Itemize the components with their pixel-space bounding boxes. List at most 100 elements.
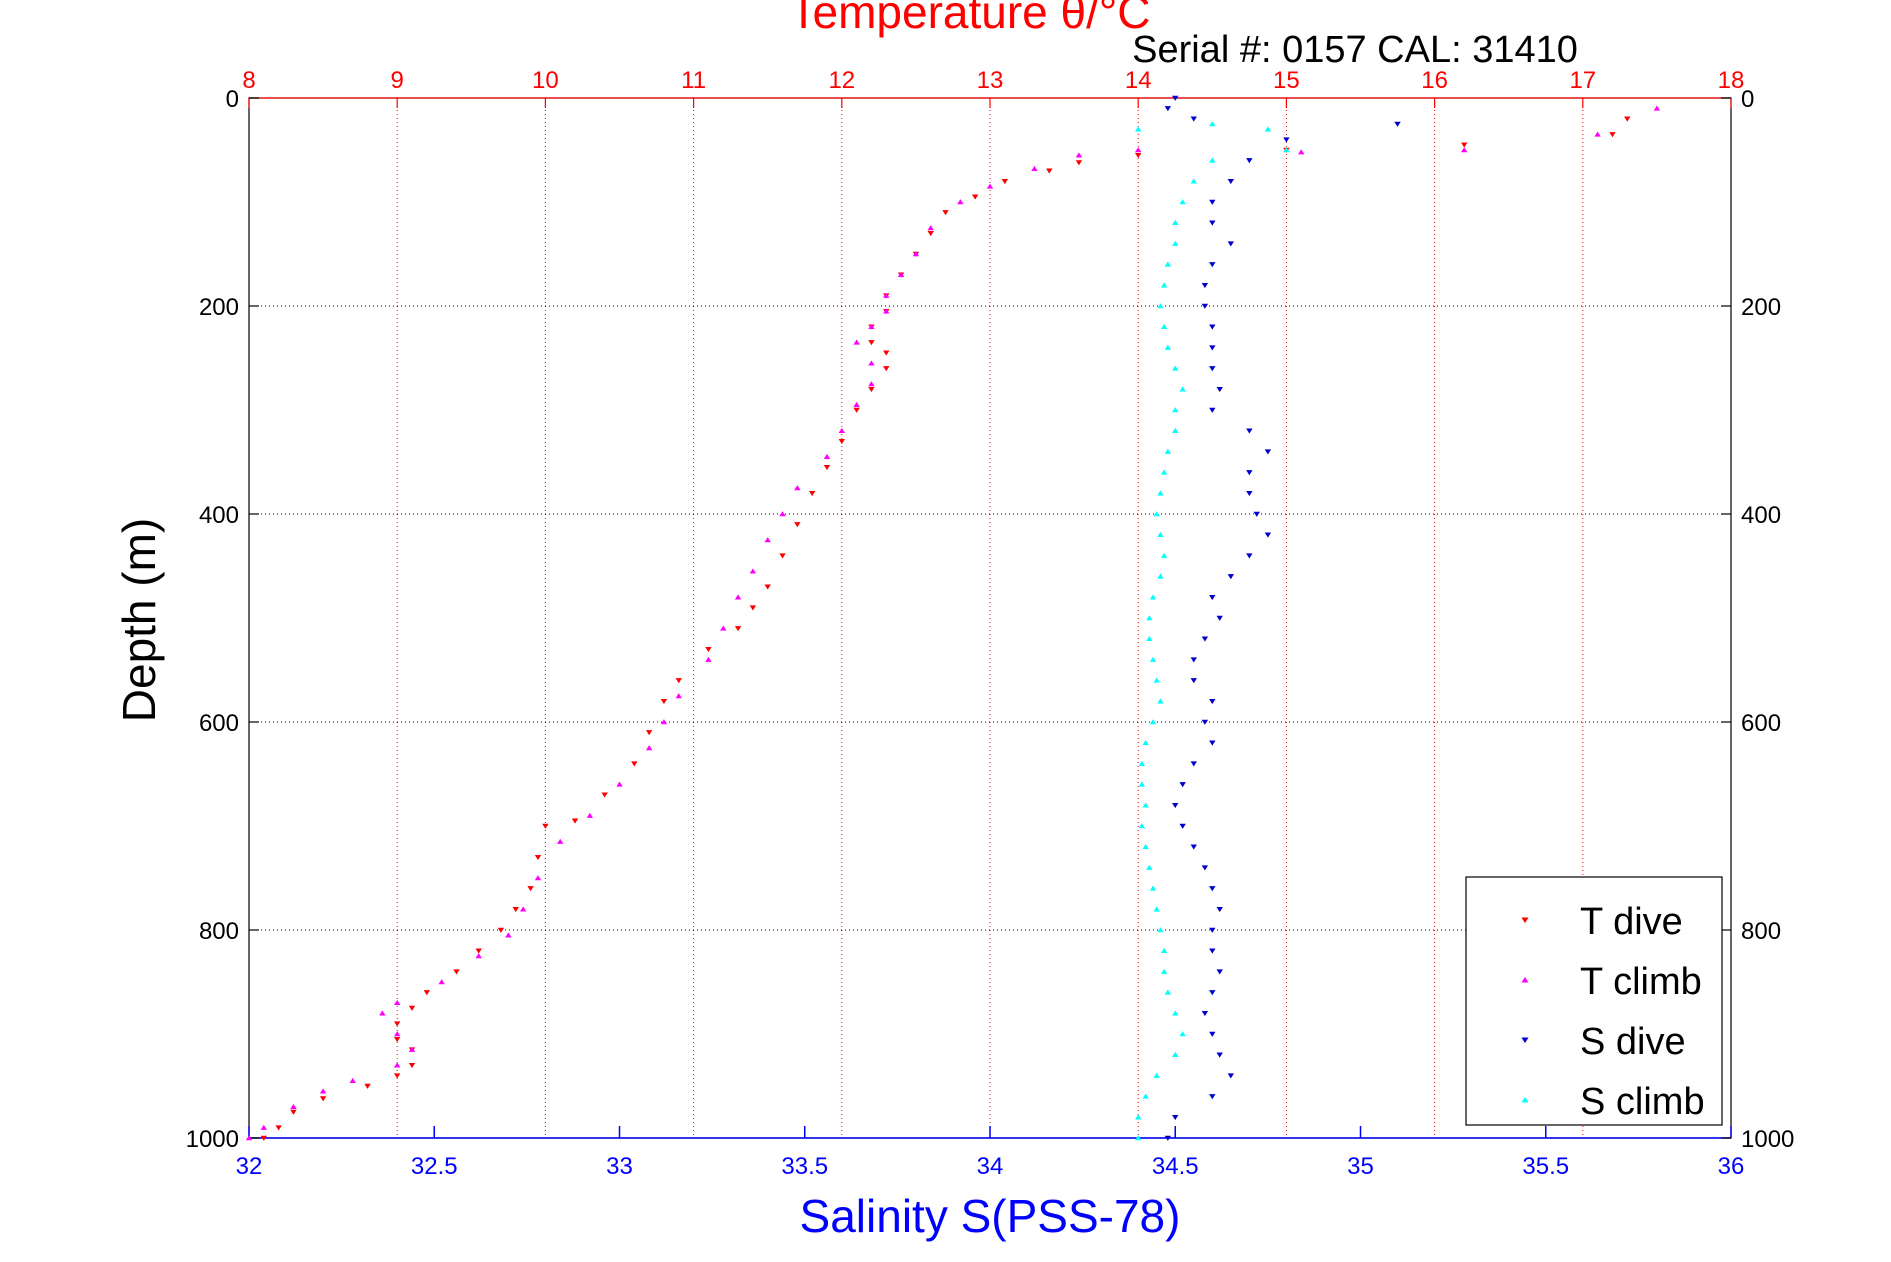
- depth-tick-label-right: 200: [1741, 294, 1781, 321]
- data-point: [408, 1062, 416, 1069]
- data-point: [1264, 532, 1272, 538]
- data-point: [1209, 157, 1216, 163]
- data-point: [1179, 782, 1186, 788]
- data-point: [475, 948, 482, 954]
- data-point: [1172, 219, 1179, 226]
- data-series: [245, 95, 1661, 1141]
- data-point: [394, 999, 401, 1006]
- data-point: [853, 339, 860, 345]
- data-point: [883, 308, 890, 314]
- salinity-tick-label: 35: [1347, 1153, 1374, 1180]
- data-point: [1160, 323, 1168, 330]
- data-point: [1209, 740, 1216, 746]
- data-point: [1172, 1051, 1179, 1058]
- depth-tick-label-right: 0: [1741, 86, 1754, 113]
- salinity-tick-label: 32: [236, 1153, 263, 1180]
- data-point: [1135, 147, 1142, 153]
- salinity-tick-label: 35.5: [1522, 1153, 1569, 1180]
- series-t-climb: [245, 105, 1661, 1141]
- data-point: [1172, 427, 1179, 434]
- temperature-tick-label: 15: [1273, 67, 1300, 94]
- legend-marker: [1521, 976, 1529, 983]
- chart-title: Temperature θ/°C: [790, 0, 1151, 38]
- data-point: [290, 1109, 297, 1115]
- data-point: [453, 969, 460, 975]
- data-point: [705, 646, 712, 653]
- legend-marker: [1521, 917, 1529, 924]
- data-point: [408, 1046, 416, 1052]
- salinity-ticks: 32 32.5 33 33.5 34 34.5 35 35.5 36: [236, 1126, 1744, 1180]
- data-point: [527, 886, 534, 892]
- data-point: [1164, 344, 1172, 350]
- legend-marker: [1521, 1096, 1529, 1103]
- data-point: [1157, 531, 1164, 538]
- temperature-tick-label: 16: [1421, 67, 1448, 94]
- data-point: [1179, 386, 1186, 392]
- data-point: [1461, 147, 1468, 153]
- temperature-tick-label: 11: [681, 67, 706, 94]
- data-point: [1201, 636, 1209, 642]
- data-point: [571, 818, 579, 824]
- data-point: [1149, 656, 1157, 662]
- data-point: [1246, 470, 1253, 476]
- data-point: [660, 719, 668, 725]
- data-point: [1146, 635, 1153, 642]
- data-point: [1075, 152, 1083, 158]
- data-point: [1216, 615, 1223, 621]
- depth-tick-label-right: 600: [1741, 710, 1781, 737]
- temperature-tick-label: 10: [532, 67, 559, 94]
- data-point: [883, 292, 890, 298]
- data-point: [1046, 168, 1053, 174]
- data-point: [534, 854, 542, 861]
- data-point: [364, 1083, 371, 1089]
- data-point: [1179, 823, 1186, 829]
- data-point: [1157, 927, 1164, 933]
- data-point: [1160, 469, 1168, 475]
- data-point: [1001, 178, 1009, 185]
- data-point: [1209, 1031, 1216, 1037]
- data-point: [1146, 864, 1153, 870]
- data-point: [1172, 95, 1179, 101]
- data-point: [1216, 906, 1223, 913]
- data-point: [868, 360, 875, 366]
- data-point: [645, 730, 653, 736]
- data-point: [1153, 906, 1160, 912]
- legend-label: S climb: [1580, 1081, 1705, 1123]
- data-point: [1142, 802, 1149, 808]
- temperature-tick-label: 17: [1569, 67, 1596, 94]
- data-point: [1201, 1010, 1209, 1017]
- data-point: [749, 568, 757, 574]
- data-point: [1209, 262, 1216, 268]
- data-point: [883, 350, 890, 356]
- data-point: [505, 932, 512, 938]
- depth-tick-label-left: 0: [226, 86, 239, 113]
- data-point: [734, 594, 742, 600]
- grid-lines: [249, 98, 1731, 1138]
- depth-tick-label-left: 600: [199, 710, 239, 737]
- data-point: [1135, 1114, 1142, 1120]
- data-point: [586, 812, 594, 818]
- data-point: [1227, 241, 1235, 247]
- data-point: [1264, 126, 1272, 132]
- data-point: [1172, 240, 1179, 246]
- data-point: [1609, 132, 1616, 138]
- depth-tick-label-right: 400: [1741, 502, 1781, 529]
- data-point: [1253, 511, 1260, 517]
- data-point: [868, 340, 875, 346]
- data-point: [1624, 116, 1631, 122]
- data-point: [1246, 553, 1253, 559]
- data-point: [245, 1135, 253, 1141]
- data-point: [942, 210, 949, 216]
- x-axis-label: Salinity S(PSS-78): [800, 1190, 1181, 1242]
- data-point: [1172, 365, 1179, 371]
- data-point: [1461, 142, 1468, 148]
- data-point: [1209, 1094, 1216, 1100]
- data-point: [1216, 386, 1223, 393]
- data-point: [260, 1124, 268, 1130]
- data-point: [1138, 781, 1146, 787]
- data-point: [675, 678, 682, 684]
- data-point: [1246, 490, 1253, 497]
- data-point: [675, 693, 682, 699]
- data-point: [1283, 147, 1290, 153]
